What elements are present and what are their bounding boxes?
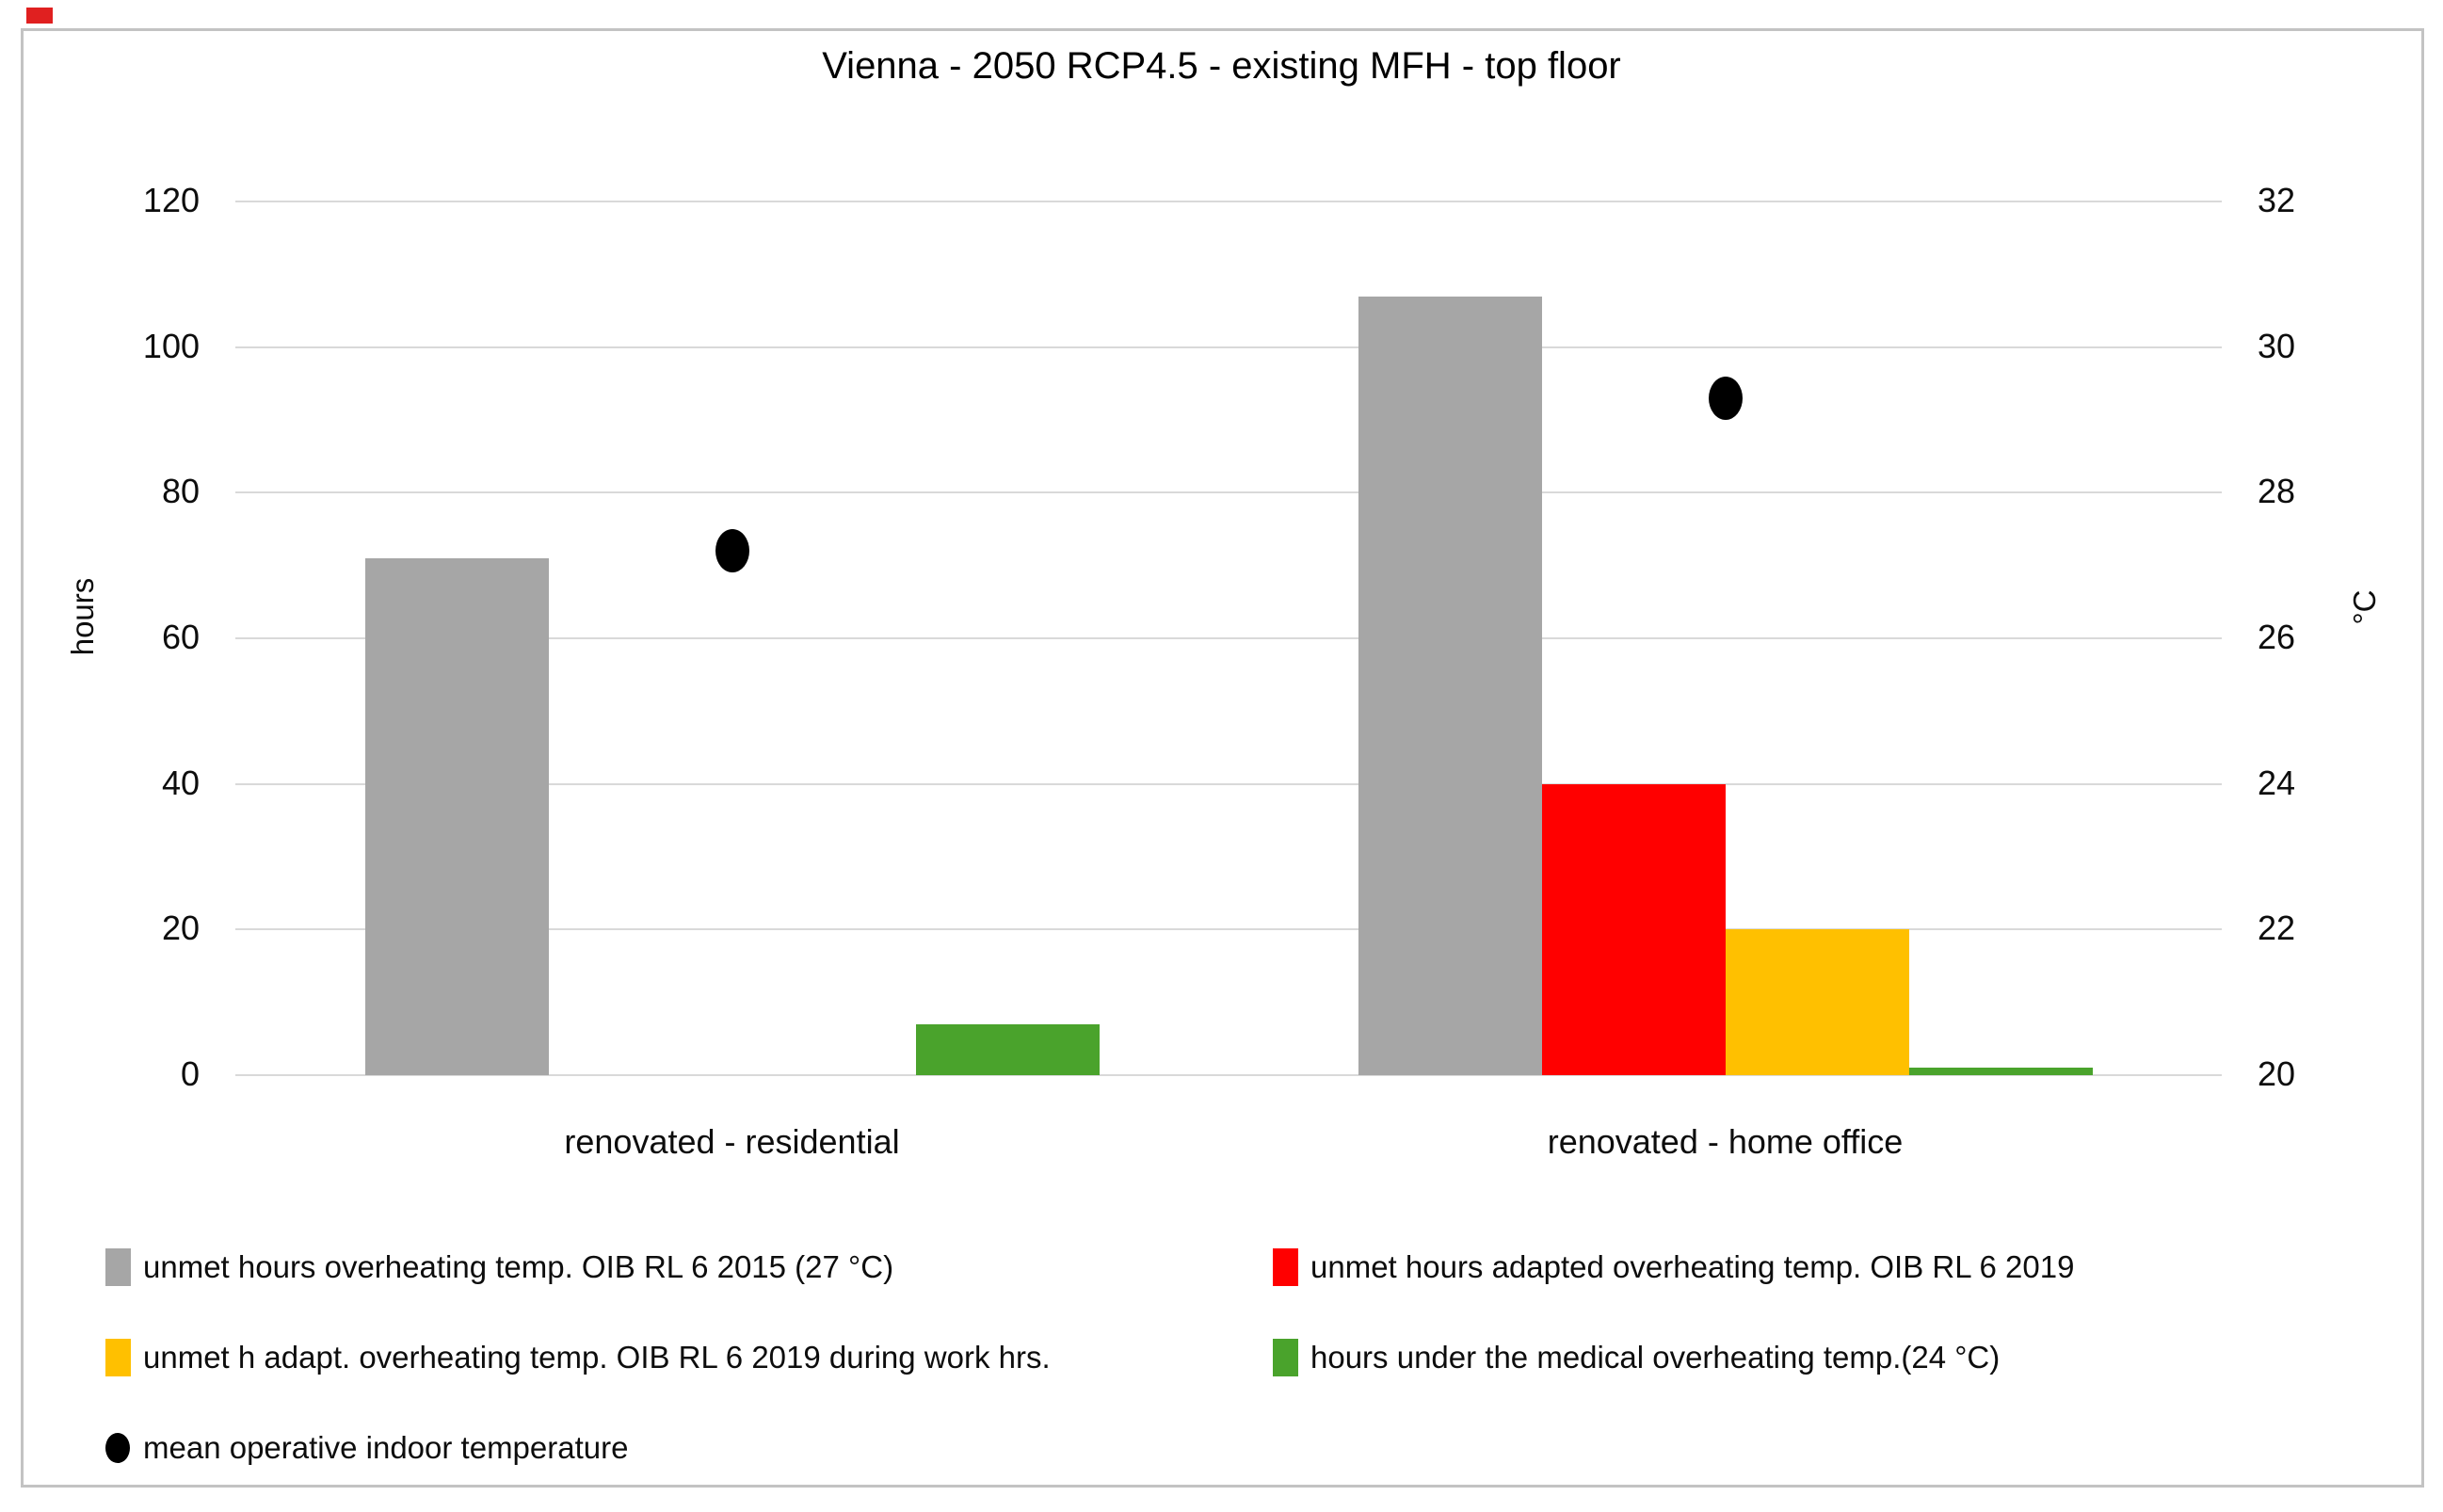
left-axis-tick-40: 40 (161, 763, 200, 802)
left-axis-tick-20: 20 (161, 909, 200, 948)
bar-series1-cat1 (364, 557, 549, 1075)
category-label-1: renovated - residential (564, 1122, 900, 1161)
legend-label: hours under the medical overheating temp… (1310, 1340, 2001, 1375)
bar-series4-cat1 (915, 1023, 1100, 1075)
gridline-60 (235, 637, 2222, 639)
right-axis-tick-30: 30 (2258, 326, 2296, 365)
legend-marker-dot (105, 1433, 130, 1463)
right-axis-tick-22: 22 (2258, 909, 2296, 948)
right-axis-tick-32: 32 (2258, 181, 2296, 219)
bar-series1-cat2 (1358, 296, 1542, 1075)
legend-marker-swatch (105, 1339, 131, 1376)
gridline-80 (235, 491, 2222, 494)
gridline-0 (235, 1074, 2222, 1076)
bar-series2-cat2 (1541, 783, 1726, 1075)
gridline-100 (235, 346, 2222, 348)
category-label-2: renovated - home office (1547, 1122, 1904, 1161)
legend-label: unmet hours adapted overheating temp. OI… (1310, 1249, 2075, 1284)
right-axis-tick-20: 20 (2258, 1054, 2296, 1093)
legend-label: unmet hours overheating temp. OIB RL 6 2… (143, 1249, 894, 1284)
legend-marker-swatch (1273, 1248, 1298, 1286)
scatter-dot-cat1 (715, 529, 749, 573)
chart-title: Vienna - 2050 RCP4.5 - existing MFH - to… (822, 45, 1621, 87)
left-axis-tick-120: 120 (142, 181, 200, 219)
legend-label: unmet h adapt. overheating temp. OIB RL … (143, 1340, 1051, 1375)
left-axis-tick-60: 60 (161, 618, 200, 656)
legend-marker-swatch (1273, 1339, 1298, 1376)
legend-marker-swatch (105, 1248, 131, 1286)
right-axis-tick-28: 28 (2258, 472, 2296, 511)
gridline-120 (235, 201, 2222, 202)
left-axis-tick-100: 100 (142, 326, 200, 365)
right-axis-tick-24: 24 (2258, 763, 2296, 802)
right-axis-tick-26: 26 (2258, 618, 2296, 656)
gridline-40 (235, 782, 2222, 785)
gridline-20 (235, 928, 2222, 931)
left-axis-tick-80: 80 (161, 472, 200, 511)
legend-label: mean operative indoor temperature (143, 1430, 629, 1465)
red-corner-artifact (26, 8, 53, 24)
bar-series4-cat2 (1908, 1068, 2093, 1075)
scatter-dot-cat2 (1708, 376, 1743, 420)
left-axis-tick-0: 0 (180, 1054, 200, 1093)
bar-series3-cat2 (1725, 929, 1909, 1075)
